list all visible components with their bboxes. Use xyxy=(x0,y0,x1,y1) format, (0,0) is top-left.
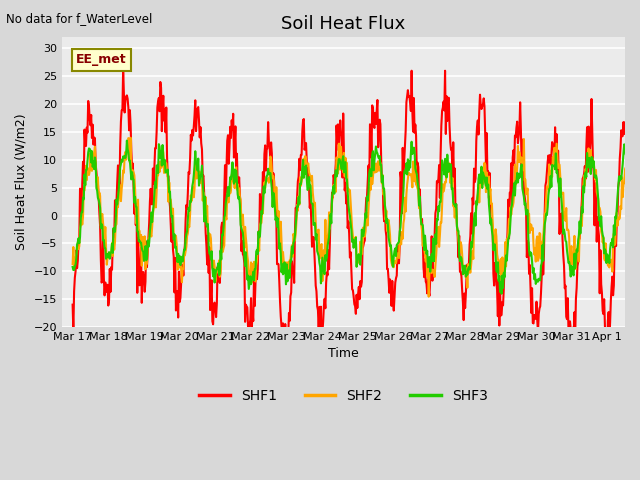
SHF3 xyxy=(417,221,425,227)
SHF3 xyxy=(241,263,249,269)
SHF3 xyxy=(639,259,640,264)
Legend: SHF1, SHF2, SHF3: SHF1, SHF2, SHF3 xyxy=(194,383,493,408)
SHF2 xyxy=(417,222,425,228)
Line: SHF3: SHF3 xyxy=(72,141,640,294)
SHF3 xyxy=(498,291,506,297)
SHF2 xyxy=(450,202,458,208)
Line: SHF1: SHF1 xyxy=(72,68,640,356)
SHF1 xyxy=(269,170,277,176)
SHF2 xyxy=(68,261,76,267)
SHF1 xyxy=(291,231,299,237)
Text: No data for f_WaterLevel: No data for f_WaterLevel xyxy=(6,12,153,25)
Line: SHF2: SHF2 xyxy=(72,138,640,297)
SHF1 xyxy=(136,268,144,274)
SHF1 xyxy=(450,178,458,184)
SHF1 xyxy=(318,353,326,359)
SHF2 xyxy=(269,173,277,179)
SHF2 xyxy=(136,243,144,249)
SHF3 xyxy=(269,190,277,196)
SHF2 xyxy=(291,238,299,243)
SHF1 xyxy=(68,302,76,308)
SHF1 xyxy=(418,216,426,222)
SHF1 xyxy=(119,65,127,71)
SHF2 xyxy=(639,272,640,277)
Title: Soil Heat Flux: Soil Heat Flux xyxy=(282,15,406,33)
Y-axis label: Soil Heat Flux (W/m2): Soil Heat Flux (W/m2) xyxy=(15,114,28,251)
Text: EE_met: EE_met xyxy=(76,53,127,66)
SHF1 xyxy=(639,321,640,326)
SHF1 xyxy=(241,319,249,324)
X-axis label: Time: Time xyxy=(328,348,359,360)
SHF2 xyxy=(127,135,134,141)
SHF3 xyxy=(136,240,144,245)
SHF3 xyxy=(449,199,457,205)
SHF3 xyxy=(291,233,299,239)
SHF2 xyxy=(425,294,433,300)
SHF3 xyxy=(123,138,131,144)
SHF2 xyxy=(241,224,249,230)
SHF3 xyxy=(68,264,76,270)
